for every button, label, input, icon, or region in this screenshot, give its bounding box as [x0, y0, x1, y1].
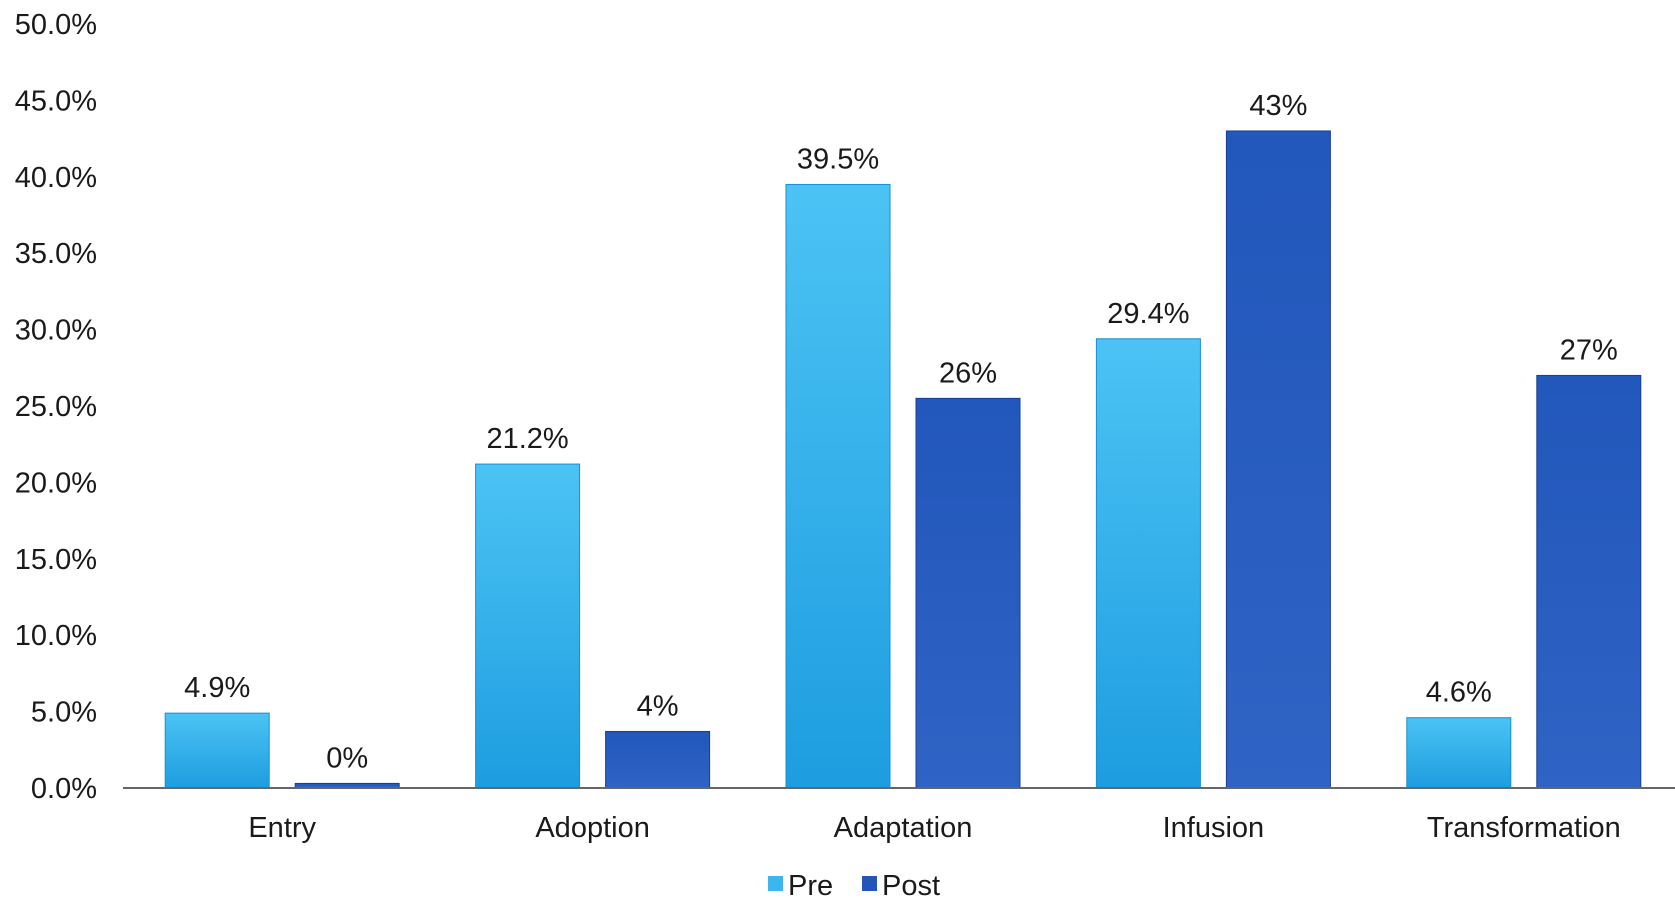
- bar-post-adaptation: [915, 397, 1021, 789]
- data-label-post-adaptation: 26%: [939, 357, 997, 389]
- legend-swatch-pre: [768, 876, 783, 891]
- bar-post-transformation: [1536, 374, 1642, 789]
- y-tick-label: 10.0%: [15, 620, 97, 652]
- data-label-post-entry: 0%: [326, 742, 368, 774]
- x-axis: Entry Adoption Adaptation Infusion Transform…: [248, 812, 1620, 844]
- bar-post-infusion: [1225, 130, 1331, 789]
- x-tick-label: Entry: [248, 812, 316, 844]
- bar-pre-entry: [164, 712, 270, 789]
- y-tick-label: 15.0%: [15, 544, 97, 576]
- bar-pre-transformation: [1406, 717, 1512, 789]
- x-tick-label: Adaptation: [834, 812, 973, 844]
- bar-pre-adaptation: [785, 183, 891, 789]
- data-label-pre-adaptation: 39.5%: [797, 143, 879, 175]
- y-tick-label: 30.0%: [15, 315, 97, 347]
- x-tick-label: Adoption: [535, 812, 650, 844]
- legend-label-post: Post: [882, 870, 940, 899]
- data-label-pre-transformation: 4.6%: [1426, 677, 1492, 709]
- y-tick-label: 50.0%: [15, 9, 97, 41]
- bar-post-adoption: [605, 730, 711, 789]
- legend-label-pre: Pre: [788, 870, 833, 899]
- y-tick-label: 25.0%: [15, 391, 97, 423]
- bar-pre-adoption: [475, 463, 581, 789]
- data-label-pre-entry: 4.9%: [184, 672, 250, 704]
- bars-group: [164, 130, 1642, 789]
- x-tick-label: Infusion: [1163, 812, 1265, 844]
- x-tick-label: Transformation: [1427, 812, 1621, 844]
- data-label-pre-infusion: 29.4%: [1107, 298, 1189, 330]
- y-tick-label: 0.0%: [31, 773, 97, 805]
- data-labels-group: 4.9% 0% 21.2% 4% 39.5% 26% 29.4% 43% 4.6% 27%: [184, 90, 1618, 774]
- bar-pre-infusion: [1095, 338, 1201, 789]
- y-tick-label: 40.0%: [15, 162, 97, 194]
- data-label-pre-adoption: 21.2%: [486, 423, 568, 455]
- y-tick-label: 35.0%: [15, 238, 97, 270]
- data-label-post-transformation: 27%: [1560, 334, 1618, 366]
- y-axis: 0.0% 5.0% 10.0% 15.0% 20.0% 25.0% 30.0% 35.0% 40…: [15, 9, 97, 805]
- y-tick-label: 5.0%: [31, 697, 97, 729]
- y-tick-label: 45.0%: [15, 85, 97, 117]
- data-label-post-adoption: 4%: [637, 690, 679, 722]
- legend: Pre Post: [768, 870, 940, 902]
- legend-swatch-post: [862, 876, 877, 891]
- y-tick-label: 20.0%: [15, 467, 97, 499]
- data-label-post-infusion: 43%: [1249, 90, 1307, 122]
